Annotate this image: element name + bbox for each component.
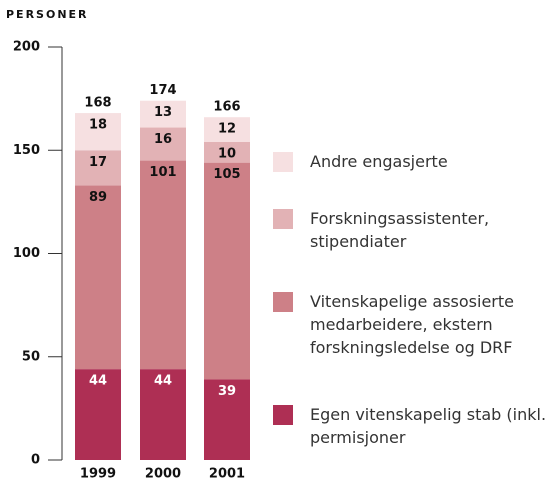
bar-segment — [204, 379, 250, 460]
data-label: 12 — [218, 122, 236, 137]
data-label: 39 — [218, 384, 236, 399]
bar-segment — [140, 160, 186, 370]
legend-label: Andre engasjerte — [310, 152, 448, 171]
bar-segment — [75, 150, 121, 186]
total-label: 174 — [149, 83, 176, 98]
bar-segment — [204, 141, 250, 163]
y-tick-label: 100 — [13, 246, 40, 261]
legend-label: Egen vitenskapelig stab (inkl. permisjon… — [310, 405, 547, 447]
x-tick-label: 2001 — [209, 467, 245, 482]
legend-swatch — [273, 405, 293, 425]
legend-item: Forskningsassistenter, stipendiater — [273, 207, 553, 253]
total-label: 168 — [84, 96, 111, 111]
total-label: 166 — [213, 100, 240, 115]
data-label: 17 — [89, 155, 107, 170]
legend-swatch — [273, 209, 293, 229]
legend-swatch — [273, 292, 293, 312]
bar-segment — [75, 369, 121, 460]
x-tick-label: 2000 — [145, 467, 181, 482]
legend-item: Vitenskapelige assosierte medarbeidere, … — [273, 290, 553, 359]
bar-segment — [140, 369, 186, 460]
bar-segment — [204, 117, 250, 142]
legend-label: Vitenskapelige assosierte medarbeidere, … — [310, 292, 514, 357]
legend-item: Egen vitenskapelig stab (inkl. permisjon… — [273, 403, 553, 449]
data-label: 105 — [213, 167, 240, 182]
data-label: 89 — [89, 190, 107, 205]
y-tick-label: 150 — [13, 143, 40, 158]
data-label: 16 — [154, 132, 172, 147]
data-label: 44 — [89, 374, 107, 389]
x-tick-label: 1999 — [80, 467, 116, 482]
legend-item: Andre engasjerte — [273, 150, 553, 173]
data-label: 44 — [154, 374, 172, 389]
data-label: 101 — [149, 165, 176, 180]
bar-segment — [140, 127, 186, 161]
bar-segment — [140, 100, 186, 128]
y-axis-label: PERSONER — [6, 8, 89, 21]
y-tick-label: 50 — [22, 349, 40, 364]
legend-swatch — [273, 152, 293, 172]
bar-segment — [204, 162, 250, 380]
data-label: 18 — [89, 118, 107, 133]
bar-segment — [75, 113, 121, 151]
bar-segment — [75, 185, 121, 370]
data-label: 10 — [218, 146, 236, 161]
y-tick-label: 200 — [13, 40, 40, 55]
data-label: 13 — [154, 105, 172, 120]
legend-label: Forskningsassistenter, stipendiater — [310, 209, 490, 251]
y-tick-label: 0 — [31, 453, 40, 468]
